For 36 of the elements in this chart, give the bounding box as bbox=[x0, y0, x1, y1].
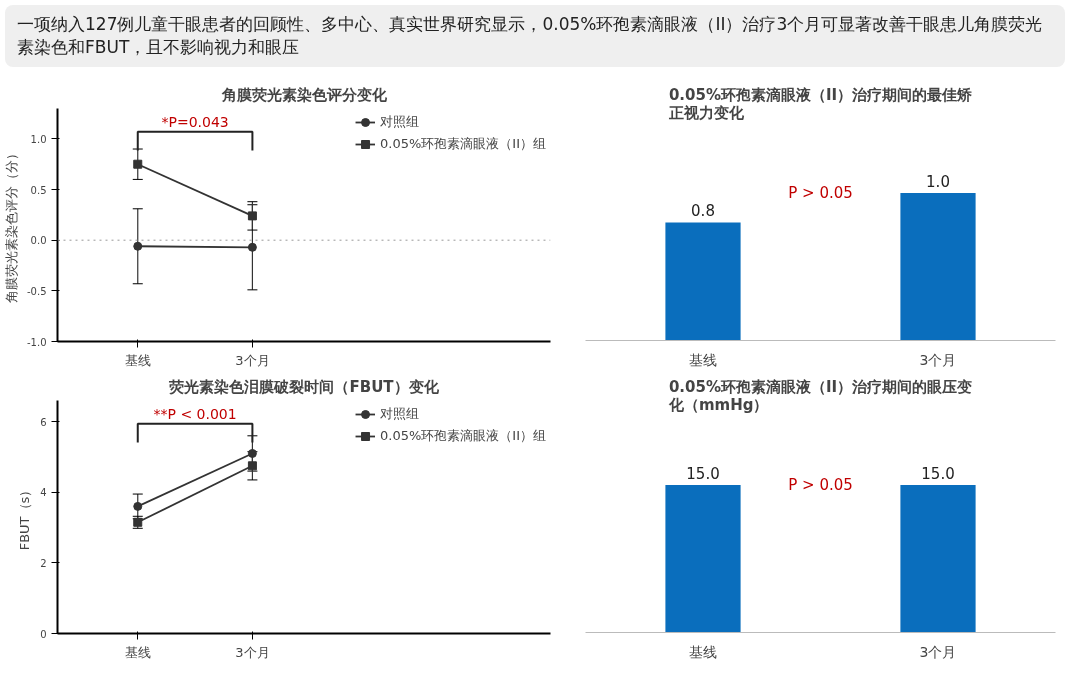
x-tick-label: 3个月 bbox=[919, 351, 957, 368]
x-tick-label: 3个月 bbox=[919, 643, 957, 660]
y-tick-label: 4 bbox=[40, 487, 47, 499]
x-tick-label: 基线 bbox=[124, 352, 151, 368]
text: 一项纳入127例儿童干眼患者的回顾性、多中心、真实世界研究显示，0.05%环孢素滴眼液（II）治疗3个月可显著改善干眼患儿角膜荧光素染色和FBUT，且不影响视力和眼压 bbox=[17, 13, 1044, 59]
y-tick-label: 2 bbox=[40, 557, 47, 569]
annotation: P > 0.05 bbox=[788, 475, 853, 494]
chart-title: 荧光素染色泪膜破裂时间（FBUT）变化 bbox=[168, 377, 440, 396]
y-tick-label: 0.5 bbox=[30, 184, 47, 196]
y-axis-title: FBUT（s） bbox=[17, 483, 33, 551]
legend-label: 对照组 bbox=[380, 113, 420, 131]
x-tick-label: 基线 bbox=[124, 644, 151, 660]
legend-label: 对照组 bbox=[380, 405, 420, 423]
x-tick-label: 3个月 bbox=[235, 644, 270, 660]
data-label: 15.0 bbox=[686, 464, 720, 483]
annotation: **P < 0.001 bbox=[153, 405, 237, 422]
data-label: 1.0 bbox=[926, 172, 950, 191]
y-tick-label: 1.0 bbox=[30, 133, 47, 145]
annotation: *P=0.043 bbox=[161, 113, 229, 130]
chart-title: 0.05%环孢素滴眼液（II）治疗期间的最佳矫正视力变化 bbox=[667, 85, 974, 122]
x-tick-label: 3个月 bbox=[235, 352, 270, 368]
annotation: P > 0.05 bbox=[788, 183, 853, 202]
data-label: 15.0 bbox=[921, 464, 955, 483]
y-tick-label: 0.0 bbox=[30, 235, 47, 247]
chart-title: 0.05%环孢素滴眼液（II）治疗期间的眼压变化（mmHg） bbox=[667, 377, 973, 414]
y-tick-label: -1.0 bbox=[26, 336, 47, 348]
chart-title: 角膜荧光素染色评分变化 bbox=[220, 85, 388, 104]
data-label: 0.8 bbox=[691, 202, 715, 221]
x-tick-label: 基线 bbox=[689, 351, 717, 368]
x-tick-label: 基线 bbox=[689, 643, 717, 660]
y-tick-label: 0 bbox=[40, 628, 47, 640]
y-tick-label: 6 bbox=[40, 416, 47, 428]
legend-label: 0.05%环孢素滴眼液（II）组 bbox=[380, 135, 546, 153]
y-axis-title: 角膜荧光素染色评分（分） bbox=[3, 147, 19, 303]
legend-label: 0.05%环孢素滴眼液（II）组 bbox=[380, 427, 546, 445]
y-tick-label: -0.5 bbox=[26, 285, 47, 297]
